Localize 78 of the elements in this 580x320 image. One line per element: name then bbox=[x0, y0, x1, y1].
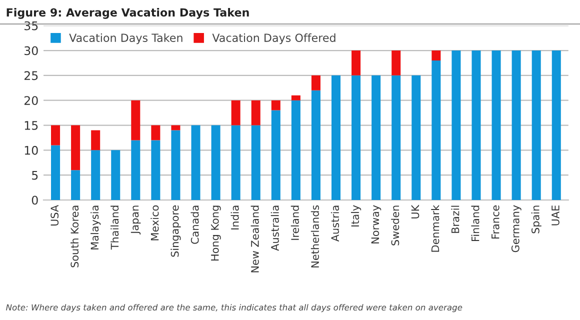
x-tick-label: Netherlands bbox=[310, 205, 319, 268]
x-tick-label: Finland bbox=[471, 206, 480, 242]
bar bbox=[352, 75, 361, 200]
bar bbox=[91, 150, 100, 200]
bar bbox=[51, 145, 60, 200]
x-tick-label: India bbox=[230, 206, 239, 230]
bar bbox=[291, 100, 300, 200]
bar bbox=[432, 60, 441, 200]
bar bbox=[231, 100, 240, 126]
x-tick-label: Brazil bbox=[451, 206, 460, 233]
chart-title: Figure 9: Average Vacation Days Taken bbox=[6, 8, 249, 19]
y-tick-label: 30 bbox=[24, 46, 38, 56]
bar bbox=[432, 50, 441, 60]
x-tick-label: New Zealand bbox=[250, 206, 259, 272]
x-tick-label: France bbox=[492, 205, 500, 238]
bar bbox=[372, 75, 381, 200]
bar bbox=[231, 125, 240, 200]
y-tick-label: 25 bbox=[24, 71, 38, 80]
bar bbox=[532, 50, 541, 200]
bar bbox=[171, 125, 180, 130]
legend-label: Vacation Days Offered bbox=[212, 33, 336, 44]
x-tick-label: Italy bbox=[350, 205, 362, 226]
x-tick-label: Norway bbox=[371, 205, 382, 244]
bar bbox=[51, 125, 60, 146]
x-tick-label: Malaysia bbox=[90, 206, 101, 250]
x-tick-label: Denmark bbox=[431, 204, 440, 252]
bar bbox=[131, 140, 140, 200]
x-tick-label: Austria bbox=[330, 206, 340, 242]
bar bbox=[91, 130, 100, 150]
bar bbox=[71, 125, 80, 170]
bar bbox=[131, 100, 140, 140]
bar bbox=[151, 125, 160, 140]
bar bbox=[352, 50, 361, 76]
y-tick-label: 15 bbox=[24, 121, 38, 130]
x-tick-label: Germany bbox=[511, 205, 522, 252]
x-tick-label: Japan bbox=[130, 206, 141, 234]
x-tick-label: Hong Kong bbox=[211, 206, 221, 260]
bar bbox=[392, 75, 401, 200]
bar bbox=[211, 125, 220, 200]
x-tick-label: South Korea bbox=[70, 206, 79, 268]
y-tick-label: 10 bbox=[24, 146, 38, 155]
bar bbox=[452, 50, 461, 200]
bar bbox=[331, 75, 341, 200]
bar bbox=[392, 50, 401, 76]
bar bbox=[472, 50, 481, 200]
x-tick-label: Canada bbox=[190, 206, 199, 244]
x-tick-label: UAE bbox=[552, 206, 560, 226]
bar bbox=[291, 95, 300, 100]
bar bbox=[251, 125, 260, 200]
x-tick-label: USA bbox=[50, 204, 59, 226]
x-tick-label: Sweden bbox=[391, 206, 400, 246]
x-tick-label: UK bbox=[411, 204, 420, 218]
x-tick-label: Australia bbox=[270, 206, 279, 251]
legend-label: Vacation Days Taken bbox=[69, 33, 182, 44]
bar bbox=[412, 75, 421, 200]
y-tick-label: 5 bbox=[32, 170, 38, 180]
y-tick-label: 35 bbox=[24, 21, 38, 30]
bar bbox=[311, 75, 320, 90]
x-tick-label: Thailand bbox=[110, 206, 119, 250]
bar bbox=[271, 100, 280, 110]
bar bbox=[71, 170, 80, 200]
bar bbox=[271, 110, 280, 200]
bar bbox=[552, 50, 561, 200]
x-tick-label: Singapore bbox=[170, 205, 181, 257]
bar bbox=[191, 125, 200, 200]
bar bbox=[512, 50, 521, 200]
bar bbox=[311, 90, 320, 200]
x-tick-label: Spain bbox=[531, 206, 542, 234]
bar bbox=[171, 130, 180, 200]
bar bbox=[111, 150, 120, 200]
bar bbox=[151, 140, 160, 200]
bar bbox=[492, 50, 501, 200]
x-tick-label: Ireland bbox=[290, 206, 299, 240]
y-tick-label: 0 bbox=[32, 196, 38, 205]
text: Note: Where days taken and offered are the same, this indicates that all days offered were taken on average bbox=[6, 304, 462, 312]
x-tick-label: Mexico bbox=[150, 205, 159, 240]
y-tick-label: 20 bbox=[24, 96, 38, 105]
bar bbox=[251, 100, 260, 126]
